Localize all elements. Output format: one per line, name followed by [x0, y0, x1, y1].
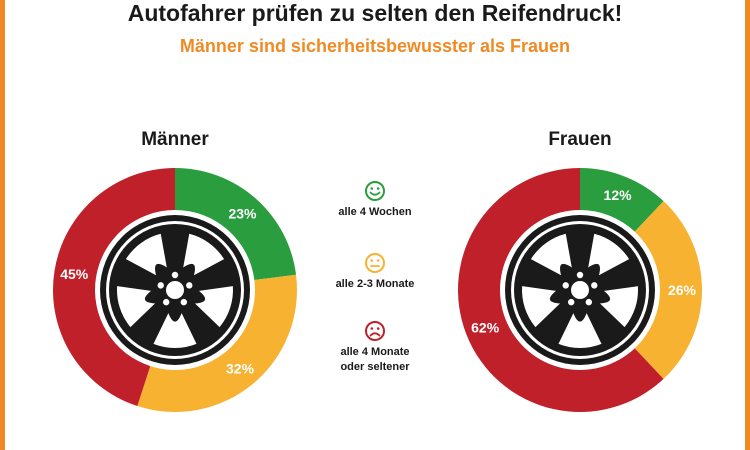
donut-label-women-1: 26% — [668, 282, 697, 298]
chart-title-women: Frauen — [548, 129, 612, 150]
legend-label: alle 4 Monate oder seltener — [340, 346, 410, 373]
legend-label: alle 4 Wochen — [338, 206, 412, 218]
lug-nut-women-2 — [585, 298, 593, 306]
lug-nut-men-0 — [171, 271, 179, 279]
rim-window-women-1 — [599, 286, 638, 328]
rim-window-women-2 — [558, 313, 602, 348]
lug-nut-women-4 — [562, 282, 569, 289]
chart-title-men: Männer — [141, 129, 209, 150]
page-subtitle: Männer sind sicherheitsbewusster als Fra… — [179, 36, 571, 56]
lug-nut-men-2 — [180, 298, 188, 306]
neutral-face-icon — [365, 253, 385, 273]
rim-window-women-0 — [588, 233, 630, 276]
donut-slice-men-1 — [137, 274, 297, 412]
sad-face-icon — [365, 321, 385, 341]
legend-item-2-3-monate: alle 2-3 Monate — [300, 252, 450, 292]
donut-slice-women-1 — [634, 201, 702, 379]
donut-slice-men-0 — [175, 168, 297, 280]
donut-slice-men-2 — [53, 168, 175, 407]
hub-center-men — [166, 281, 184, 299]
donut-label-women-0: 12% — [604, 187, 633, 203]
legend-item-4-monate: alle 4 Monate oder seltener — [300, 320, 450, 375]
legend-label: alle 2-3 Monate — [335, 278, 415, 290]
lug-nut-women-3 — [567, 298, 575, 306]
lug-nut-women-0 — [576, 271, 584, 279]
frame-left-border — [0, 0, 5, 450]
donut-label-men-0: 23% — [228, 205, 257, 221]
rim-window-men-4 — [125, 233, 167, 276]
rim-window-women-3 — [522, 286, 561, 328]
donut-label-women-2: 62% — [471, 320, 500, 336]
rim-window-men-1 — [194, 286, 233, 328]
lug-nut-men-1 — [186, 282, 193, 289]
lug-nut-women-1 — [591, 282, 598, 289]
rim-window-men-2 — [153, 313, 197, 348]
donut-slice-women-0 — [580, 168, 664, 232]
donut-label-men-2: 45% — [60, 266, 89, 282]
rim-window-men-3 — [117, 286, 156, 328]
hub-center-women — [571, 281, 589, 299]
donut-label-men-1: 32% — [226, 361, 255, 377]
donut-slice-women-2 — [457, 168, 664, 412]
happy-face-icon — [365, 181, 385, 201]
rim-window-men-0 — [183, 233, 225, 276]
donut-chart-men: 23% 32% 45% — [53, 168, 297, 412]
donut-chart-women: 12% 26% 62% — [457, 168, 702, 412]
legend-item-4-wochen: alle 4 Wochen — [300, 180, 450, 220]
lug-nut-men-3 — [162, 298, 170, 306]
frame-right-border — [745, 0, 750, 450]
page-title: Autofahrer prüfen zu selten den Reifendr… — [127, 0, 623, 26]
lug-nut-men-4 — [157, 282, 164, 289]
rim-window-women-4 — [530, 233, 572, 276]
